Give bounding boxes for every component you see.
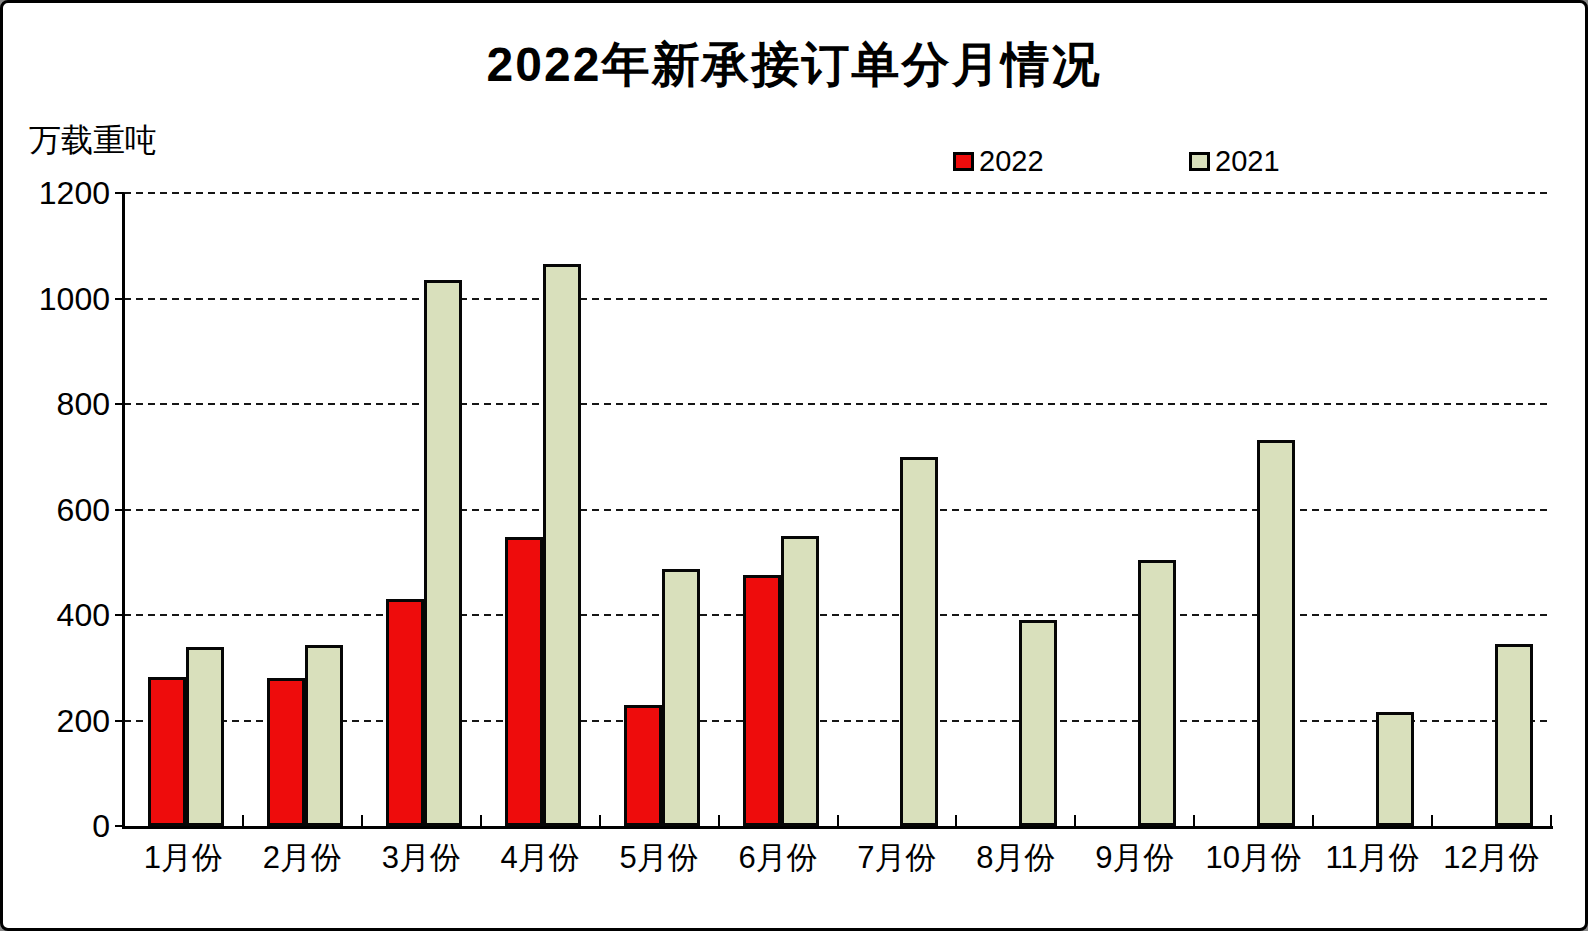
x-label-m3: 3月份 — [362, 841, 481, 875]
y-tick-label-400: 400 — [28, 598, 110, 632]
legend: 2022 2021 — [3, 141, 1585, 181]
bar-2021-m12 — [1495, 644, 1533, 826]
x-tick-7 — [955, 815, 957, 826]
x-tick-6 — [837, 815, 839, 826]
x-label-m2: 2月份 — [243, 841, 362, 875]
x-tick-1 — [242, 815, 244, 826]
x-label-m12: 12月份 — [1432, 841, 1551, 875]
bar-2021-m8 — [1019, 620, 1057, 826]
x-label-m8: 8月份 — [956, 841, 1075, 875]
gridline-400 — [124, 614, 1551, 616]
x-label-m7: 7月份 — [838, 841, 957, 875]
bar-2021-m10 — [1257, 440, 1295, 826]
bar-2022-m4 — [505, 537, 543, 826]
x-label-m1: 1月份 — [124, 841, 243, 875]
x-label-m11: 11月份 — [1313, 841, 1432, 875]
x-tick-9 — [1193, 815, 1195, 826]
y-tick-label-0: 0 — [28, 809, 110, 843]
x-tick-12 — [1550, 815, 1552, 826]
legend-item-2022: 2022 — [953, 141, 1044, 181]
bar-2021-m2 — [305, 645, 343, 826]
y-tick-label-600: 600 — [28, 493, 110, 527]
legend-swatch-2022-icon — [953, 152, 974, 171]
x-tick-5 — [718, 815, 720, 826]
bar-2022-m1 — [148, 677, 186, 826]
bar-2022-m6 — [743, 575, 781, 826]
bar-2021-m3 — [424, 280, 462, 826]
y-tick-label-1200: 1200 — [28, 176, 110, 210]
bar-2021-m4 — [543, 264, 581, 826]
x-tick-11 — [1431, 815, 1433, 826]
x-tick-2 — [361, 815, 363, 826]
x-label-m5: 5月份 — [600, 841, 719, 875]
x-tick-8 — [1074, 815, 1076, 826]
bar-2022-m5 — [624, 705, 662, 826]
legend-label-2022: 2022 — [979, 141, 1044, 181]
x-label-m10: 10月份 — [1194, 841, 1313, 875]
legend-item-2021: 2021 — [1189, 141, 1280, 181]
bar-2021-m7 — [900, 457, 938, 826]
x-tick-0 — [123, 815, 125, 826]
x-axis-line — [122, 826, 1553, 829]
y-axis-line — [122, 193, 125, 829]
x-tick-10 — [1312, 815, 1314, 826]
legend-label-2021: 2021 — [1215, 141, 1280, 181]
gridline-1000 — [124, 298, 1551, 300]
bar-2022-m2 — [267, 678, 305, 826]
y-tick-label-200: 200 — [28, 704, 110, 738]
bar-2021-m11 — [1376, 712, 1414, 826]
chart-canvas: 2022年新承接订单分月情况 万载重吨 2022 2021 1200100080… — [0, 0, 1588, 931]
gridline-600 — [124, 509, 1551, 511]
x-tick-4 — [599, 815, 601, 826]
x-tick-3 — [480, 815, 482, 826]
y-tick-label-800: 800 — [28, 387, 110, 421]
x-label-m6: 6月份 — [719, 841, 838, 875]
gridline-1200 — [124, 192, 1551, 194]
bar-2021-m5 — [662, 569, 700, 826]
bar-2021-m6 — [781, 536, 819, 826]
gridline-800 — [124, 403, 1551, 405]
bar-2021-m9 — [1138, 560, 1176, 826]
chart-title: 2022年新承接订单分月情况 — [3, 33, 1585, 97]
bar-2021-m1 — [186, 647, 224, 826]
x-label-m4: 4月份 — [481, 841, 600, 875]
y-tick-label-1000: 1000 — [28, 282, 110, 316]
x-label-m9: 9月份 — [1075, 841, 1194, 875]
bar-2022-m3 — [386, 599, 424, 826]
legend-swatch-2021-icon — [1189, 152, 1210, 171]
